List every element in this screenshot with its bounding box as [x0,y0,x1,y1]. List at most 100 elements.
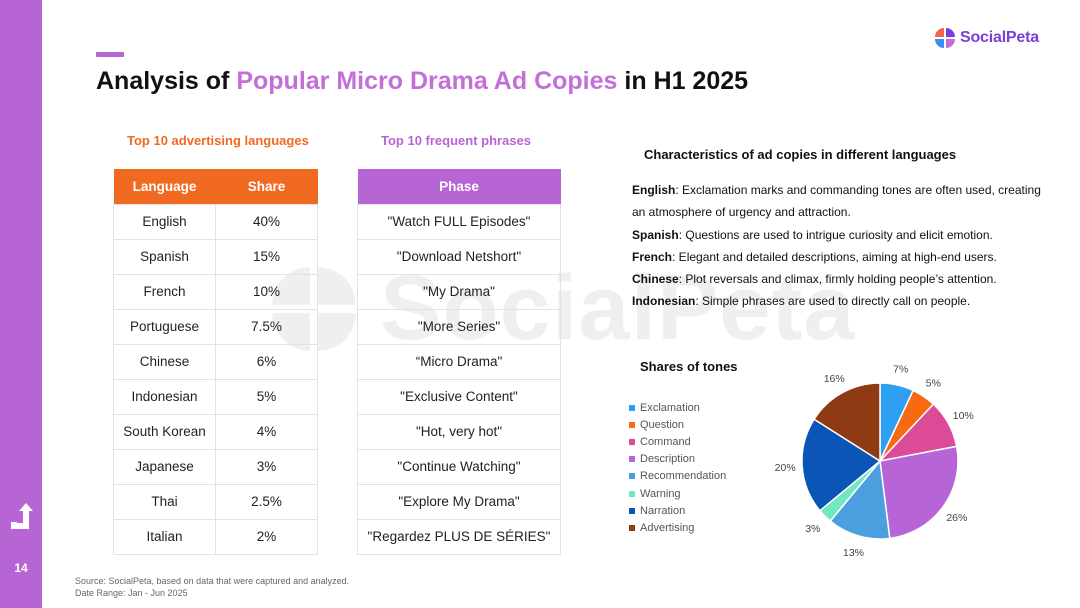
page-title: Analysis of Popular Micro Drama Ad Copie… [96,67,748,96]
phrase-cell: “Micro Drama" [357,343,561,380]
legend-item: Recommendation [629,468,726,485]
share-cell: 40% [215,203,318,240]
legend-label: Recommendation [640,470,727,483]
pie-data-label: 16% [824,373,845,385]
legend-item: Warning [629,485,726,502]
table-row: French 10% [113,273,318,310]
logo-mark-icon [935,28,955,48]
language-cell: English [113,203,216,240]
phrase-cell: "My Drama" [357,273,561,310]
characteristic-item-chinese: Chinese: Plot reversals and climax, firm… [632,268,1052,290]
language-cell: Thai [113,483,216,520]
legend-label: Advertising [640,521,695,534]
characteristic-item-french: French: Elegant and detailed description… [632,246,1052,268]
table-row: Italian 2% [113,518,318,555]
characteristic-language: Spanish [632,227,679,242]
language-cell: Italian [113,518,216,555]
pie-slice-narration [801,418,882,512]
table-row: Japanese 3% [113,448,318,485]
legend-item: Exclamation [629,399,726,416]
table-row: Portuguese 7.5% [113,308,318,345]
legend-swatch [629,524,635,531]
title-highlight: Popular Micro Drama Ad Copies [236,67,618,95]
socialpeta-logo: SocialPeta [934,27,1039,49]
footer: Source: SocialPeta, based on data that w… [75,575,349,599]
share-cell: 7.5% [215,308,318,345]
language-cell: Indonesian [113,378,216,415]
legend-label: Description [640,453,696,466]
legend-item: Advertising [629,519,726,536]
share-cell: 2.5% [215,483,318,520]
language-cell: French [113,273,216,310]
share-cell: 3% [215,448,318,485]
characteristics-title: Characteristics of ad copies in differen… [644,147,957,162]
language-column-header: Language [113,169,216,204]
legend-swatch [629,507,635,514]
characteristic-text: : Simple phrases are used to directly ca… [695,294,971,309]
legend-label: Warning [640,487,681,500]
characteristic-text: : Elegant and detailed descriptions, aim… [672,249,997,264]
characteristic-language: French [632,249,673,264]
pie-slice-recommendation [829,459,891,540]
legend-label: Command [640,435,691,448]
characteristic-item-english: English: Exclamation marks and commandin… [632,179,1052,224]
table-row: "More Series" [357,308,561,345]
characteristic-item-indonesian: Indonesian: Simple phrases are used to d… [632,290,1052,312]
pie-data-label: 20% [775,462,796,474]
pie-data-label: 7% [893,363,908,375]
characteristic-item-spanish: Spanish: Questions are used to intrigue … [632,224,1052,246]
table-row: "Download Netshort" [357,238,561,275]
table-row: Spanish 15% [113,238,318,275]
chart-legend: Exclamation Question Command Description Rec… [629,399,726,537]
table-row: Chinese 6% [113,343,318,380]
legend-label: Narration [640,504,686,517]
side-bar: 14 [0,0,42,608]
pie-data-label: 3% [805,523,820,535]
title-suffix: in H1 2025 [617,67,749,95]
legend-label: Question [640,418,685,431]
legend-label: Exclamation [640,401,700,414]
characteristic-language: Chinese [632,272,679,287]
legend-item: Narration [629,502,726,519]
legend-item: Question [629,416,726,433]
pie-data-label: 5% [926,377,941,389]
phrases-section-title: Top 10 frequent phrases [381,133,532,148]
table-row: “Micro Drama" [357,343,561,380]
share-cell: 15% [215,238,318,275]
phrases-table-header: Phase [357,169,561,204]
legend-swatch [629,490,635,497]
phrase-cell: "Continue Watching" [357,448,561,485]
date-range-note: Date Range: Jan - Jun 2025 [75,588,188,598]
characteristic-text: : Plot reversals and climax, firmly hold… [678,272,997,287]
language-cell: Chinese [113,343,216,380]
table-row: "My Drama" [357,273,561,310]
table-row: South Korean 4% [113,413,318,450]
pie-data-label: 10% [953,410,974,422]
phrase-cell: "More Series" [357,308,561,345]
pie-slice-advertising [813,382,881,463]
legend-item: Command [629,433,726,450]
table-row: "Exclusive Content" [357,378,561,415]
table-row: Thai 2.5% [113,483,318,520]
table-row: "Hot, very hot" [357,413,561,450]
legend-swatch [629,438,635,445]
table-row: "Regardez PLUS DE SÉRIES" [357,518,561,555]
legend-swatch [629,404,635,411]
characteristic-text: : Questions are used to intrigue curiosi… [678,227,993,242]
table-row: "Watch FULL Episodes" [357,203,561,240]
pie-data-label: 26% [946,512,967,524]
pie-slice-description [879,445,959,540]
phrase-cell: "Exclusive Content" [357,378,561,415]
return-arrow-icon[interactable] [8,502,36,532]
share-column-header: Share [215,169,318,204]
phase-column-header: Phase [357,169,561,204]
tones-pie-chart: 7% 5% 10% 26% 13% 3% 20% 16% [775,363,974,559]
table-row: Indonesian 5% [113,378,318,415]
phrase-cell: "Hot, very hot" [357,413,561,450]
source-note: Source: SocialPeta, based on data that w… [75,576,350,586]
share-cell: 2% [215,518,318,555]
languages-table: Language Share English 40% Spanish 15% Fre… [113,169,318,555]
legend-swatch [629,421,635,428]
table-row: English 40% [113,203,318,240]
characteristic-language: Indonesian [632,294,696,309]
